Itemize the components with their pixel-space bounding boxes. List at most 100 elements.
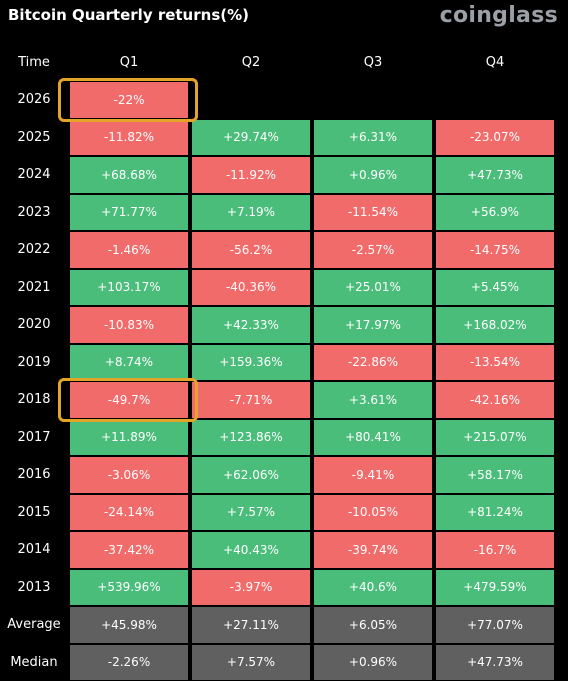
return-cell: -39.74% bbox=[314, 532, 432, 568]
return-cell: +27.11% bbox=[192, 607, 310, 643]
return-cell: -22% bbox=[70, 82, 188, 118]
chart-title: Bitcoin Quarterly returns(%) bbox=[8, 6, 249, 24]
return-cell: -42.16% bbox=[436, 382, 554, 418]
year-row-2022: 2022-1.46%-56.2%-2.57%-14.75% bbox=[0, 231, 568, 269]
year-row-2019: 2019+8.74%+159.36%-22.86%-13.54% bbox=[0, 344, 568, 382]
row-label: 2026 bbox=[0, 81, 68, 119]
return-cell bbox=[192, 82, 310, 118]
return-cell: +123.86% bbox=[192, 420, 310, 456]
return-cell: -22.86% bbox=[314, 345, 432, 381]
return-cell: +168.02% bbox=[436, 307, 554, 343]
return-cell: +40.43% bbox=[192, 532, 310, 568]
year-row-2023: 2023+71.77%+7.19%-11.54%+56.9% bbox=[0, 194, 568, 232]
return-cell: -16.7% bbox=[436, 532, 554, 568]
column-header-q2: Q2 bbox=[192, 44, 310, 81]
return-cell: +7.19% bbox=[192, 195, 310, 231]
row-label: 2018 bbox=[0, 381, 68, 419]
return-cell: -11.54% bbox=[314, 195, 432, 231]
return-cell: -40.36% bbox=[192, 270, 310, 306]
return-cell: +8.74% bbox=[70, 345, 188, 381]
year-row-2014: 2014-37.42%+40.43%-39.74%-16.7% bbox=[0, 531, 568, 569]
return-cell: -11.82% bbox=[70, 120, 188, 156]
return-cell: -11.92% bbox=[192, 157, 310, 193]
return-cell: -9.41% bbox=[314, 457, 432, 493]
return-cell: -14.75% bbox=[436, 232, 554, 268]
return-cell: +47.73% bbox=[436, 645, 554, 681]
year-row-2020: 2020-10.83%+42.33%+17.97%+168.02% bbox=[0, 306, 568, 344]
row-label: 2024 bbox=[0, 156, 68, 194]
row-label: 2025 bbox=[0, 119, 68, 157]
year-row-2015: 2015-24.14%+7.57%-10.05%+81.24% bbox=[0, 494, 568, 532]
return-cell: +47.73% bbox=[436, 157, 554, 193]
return-cell: +6.31% bbox=[314, 120, 432, 156]
column-header-q4: Q4 bbox=[436, 44, 554, 81]
return-cell: +17.97% bbox=[314, 307, 432, 343]
return-cell: +58.17% bbox=[436, 457, 554, 493]
return-cell: +71.77% bbox=[70, 195, 188, 231]
return-cell: +215.07% bbox=[436, 420, 554, 456]
year-row-2017: 2017+11.89%+123.86%+80.41%+215.07% bbox=[0, 419, 568, 457]
return-cell: +29.74% bbox=[192, 120, 310, 156]
return-cell: +56.9% bbox=[436, 195, 554, 231]
row-label: 2017 bbox=[0, 419, 68, 457]
return-cell: -3.97% bbox=[192, 570, 310, 606]
return-cell bbox=[314, 82, 432, 118]
row-label: 2016 bbox=[0, 456, 68, 494]
year-row-2025: 2025-11.82%+29.74%+6.31%-23.07% bbox=[0, 119, 568, 157]
return-cell bbox=[436, 82, 554, 118]
return-cell: +5.45% bbox=[436, 270, 554, 306]
return-cell: +62.06% bbox=[192, 457, 310, 493]
return-cell: +77.07% bbox=[436, 607, 554, 643]
row-label: Median bbox=[0, 644, 68, 681]
return-cell: +0.96% bbox=[314, 157, 432, 193]
row-label: 2013 bbox=[0, 569, 68, 607]
row-label: 2022 bbox=[0, 231, 68, 269]
row-label: 2019 bbox=[0, 344, 68, 382]
return-cell: +539.96% bbox=[70, 570, 188, 606]
column-header-q3: Q3 bbox=[314, 44, 432, 81]
year-row-2013: 2013+539.96%-3.97%+40.6%+479.59% bbox=[0, 569, 568, 607]
return-cell: -10.83% bbox=[70, 307, 188, 343]
year-row-2024: 2024+68.68%-11.92%+0.96%+47.73% bbox=[0, 156, 568, 194]
return-cell: +40.6% bbox=[314, 570, 432, 606]
return-cell: +3.61% bbox=[314, 382, 432, 418]
return-cell: +81.24% bbox=[436, 495, 554, 531]
return-cell: -1.46% bbox=[70, 232, 188, 268]
year-row-2026: 2026-22% bbox=[0, 81, 568, 119]
row-label: 2020 bbox=[0, 306, 68, 344]
return-cell: +7.57% bbox=[192, 495, 310, 531]
return-cell: -7.71% bbox=[192, 382, 310, 418]
return-cell: -56.2% bbox=[192, 232, 310, 268]
row-label: 2014 bbox=[0, 531, 68, 569]
return-cell: -37.42% bbox=[70, 532, 188, 568]
summary-row-average: Average+45.98%+27.11%+6.05%+77.07% bbox=[0, 606, 568, 644]
return-cell: +42.33% bbox=[192, 307, 310, 343]
row-label: 2015 bbox=[0, 494, 68, 532]
return-cell: +11.89% bbox=[70, 420, 188, 456]
return-cell: +479.59% bbox=[436, 570, 554, 606]
return-cell: +0.96% bbox=[314, 645, 432, 681]
year-row-2021: 2021+103.17%-40.36%+25.01%+5.45% bbox=[0, 269, 568, 307]
row-label: Average bbox=[0, 606, 68, 644]
year-row-2018: 2018-49.7%-7.71%+3.61%-42.16% bbox=[0, 381, 568, 419]
return-cell: -13.54% bbox=[436, 345, 554, 381]
year-row-2016: 2016-3.06%+62.06%-9.41%+58.17% bbox=[0, 456, 568, 494]
return-cell: +103.17% bbox=[70, 270, 188, 306]
return-cell: -49.7% bbox=[70, 382, 188, 418]
return-cell: +80.41% bbox=[314, 420, 432, 456]
time-column-header: Time bbox=[0, 44, 68, 81]
return-cell: +6.05% bbox=[314, 607, 432, 643]
coinglass-logo: coinglass bbox=[440, 3, 558, 28]
return-cell: -3.06% bbox=[70, 457, 188, 493]
return-cell: +45.98% bbox=[70, 607, 188, 643]
return-cell: -2.26% bbox=[70, 645, 188, 681]
return-cell: -24.14% bbox=[70, 495, 188, 531]
row-label: 2021 bbox=[0, 269, 68, 307]
summary-row-median: Median-2.26%+7.57%+0.96%+47.73% bbox=[0, 644, 568, 681]
return-cell: -10.05% bbox=[314, 495, 432, 531]
column-header-q1: Q1 bbox=[70, 44, 188, 81]
return-cell: +68.68% bbox=[70, 157, 188, 193]
row-label: 2023 bbox=[0, 194, 68, 232]
